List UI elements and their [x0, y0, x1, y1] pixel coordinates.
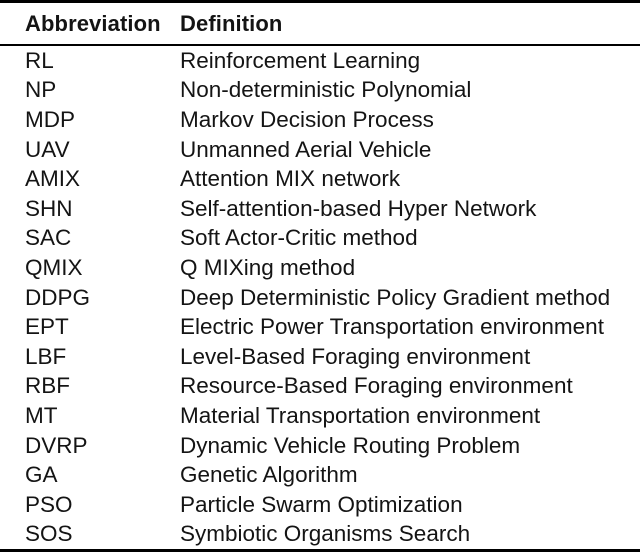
table-row: NP Non-deterministic Polynomial	[0, 76, 640, 106]
definition-cell: Deep Deterministic Policy Gradient metho…	[180, 284, 611, 310]
table-row: LBF Level-Based Foraging environment	[0, 342, 640, 372]
definition-cell: Genetic Algorithm	[180, 462, 358, 488]
abbreviation-cell: AMIX	[25, 166, 81, 192]
abbreviation-cell: EPT	[25, 314, 69, 340]
abbreviation-cell: RL	[25, 47, 54, 73]
abbreviation-cell: NP	[25, 77, 57, 103]
table-row: SHN Self-attention-based Hyper Network	[0, 194, 640, 224]
table-row: RL Reinforcement Learning	[0, 46, 640, 76]
abbreviation-cell: MDP	[25, 106, 75, 132]
table-row: QMIX Q MIXing method	[0, 253, 640, 283]
definition-cell: Unmanned Aerial Vehicle	[180, 136, 432, 162]
abbreviation-cell: SOS	[25, 521, 73, 547]
definition-cell: Electric Power Transportation environmen…	[180, 314, 604, 340]
abbreviation-cell: SAC	[25, 225, 72, 251]
definition-cell: Soft Actor-Critic method	[180, 225, 418, 251]
table-top-rule	[0, 0, 640, 3]
abbreviation-cell: PSO	[25, 491, 73, 517]
definition-cell: Material Transportation environment	[180, 402, 541, 428]
abbreviation-cell: DVRP	[25, 432, 88, 458]
table-row: RBF Resource-Based Foraging environment	[0, 372, 640, 402]
definition-cell: Resource-Based Foraging environment	[180, 373, 573, 399]
column-header-definition: Definition	[180, 10, 283, 36]
table-bottom-rule	[0, 549, 640, 553]
definition-cell: Particle Swarm Optimization	[180, 491, 463, 517]
definition-cell: Q MIXing method	[180, 254, 356, 280]
abbreviation-cell: SHN	[25, 195, 73, 221]
table-row: SAC Soft Actor-Critic method	[0, 224, 640, 254]
table-row: EPT Electric Power Transportation environ…	[0, 312, 640, 342]
definition-cell: Self-attention-based Hyper Network	[180, 195, 537, 221]
table-row: MT Material Transportation environment	[0, 401, 640, 431]
table-row: UAV Unmanned Aerial Vehicle	[0, 135, 640, 165]
abbreviation-cell: MT	[25, 402, 58, 428]
definition-cell: Level-Based Foraging environment	[180, 343, 531, 369]
definition-cell: Markov Decision Process	[180, 106, 434, 132]
table-row: MDP Markov Decision Process	[0, 105, 640, 135]
definition-cell: Reinforcement Learning	[180, 47, 421, 73]
table-row: PSO Particle Swarm Optimization	[0, 490, 640, 520]
table-body: RL Reinforcement Learning NP Non-determinis…	[0, 46, 640, 549]
definition-cell: Attention MIX network	[180, 166, 401, 192]
column-header-abbreviation: Abbreviation	[25, 10, 161, 36]
definition-cell: Dynamic Vehicle Routing Problem	[180, 432, 521, 458]
abbreviation-cell: UAV	[25, 136, 70, 162]
abbreviation-cell: DDPG	[25, 284, 91, 310]
definition-cell: Non-deterministic Polynomial	[180, 77, 472, 103]
definition-cell: Symbiotic Organisms Search	[180, 521, 471, 547]
table-row: GA Genetic Algorithm	[0, 460, 640, 490]
table-row: SOS Symbiotic Organisms Search	[0, 520, 640, 550]
abbreviation-cell: GA	[25, 462, 58, 488]
abbreviation-cell: QMIX	[25, 254, 83, 280]
table-header-row: Abbreviation Definition	[0, 3, 640, 44]
table-row: AMIX Attention MIX network	[0, 164, 640, 194]
table-row: DVRP Dynamic Vehicle Routing Problem	[0, 431, 640, 461]
abbreviation-cell: LBF	[25, 343, 67, 369]
abbreviation-cell: RBF	[25, 373, 70, 399]
table-header-rule	[0, 44, 640, 46]
table-row: DDPG Deep Deterministic Policy Gradient m…	[0, 283, 640, 313]
